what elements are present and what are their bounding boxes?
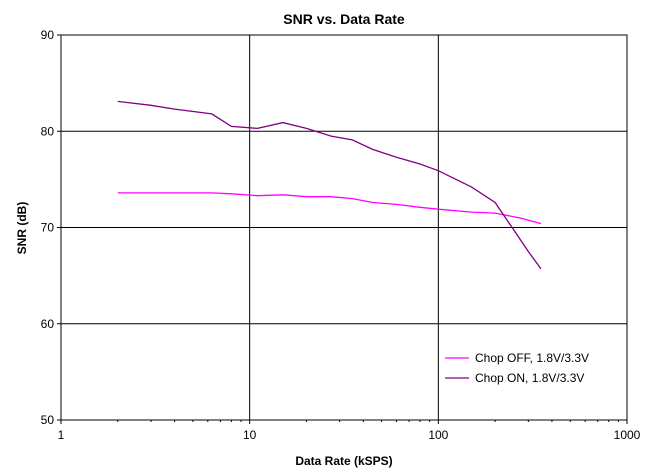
y-axis-label: SNR (dB) — [15, 202, 29, 255]
series-line-chop-on — [117, 100, 542, 270]
legend-label: Chop OFF, 1.8V/3.3V — [475, 351, 589, 365]
grid-lines — [57, 34, 628, 424]
y-tick-label: 90 — [41, 28, 55, 42]
x-tick-label: 1000 — [614, 428, 641, 442]
legend-label: Chop ON, 1.8V/3.3V — [475, 371, 584, 385]
x-axis-label: Data Rate (kSPS) — [295, 454, 392, 468]
chart-title: SNR vs. Data Rate — [283, 11, 405, 27]
x-tick-label: 1 — [58, 428, 65, 442]
y-tick-label: 80 — [41, 124, 55, 138]
series-lines — [117, 100, 542, 270]
x-tick-label: 100 — [428, 428, 448, 442]
series-line-chop-off — [117, 192, 542, 225]
y-tick-label: 60 — [41, 317, 55, 331]
x-tick-label: 10 — [243, 428, 257, 442]
tick-labels: 50 60 70 80 90 1 10 100 1000 — [41, 28, 641, 442]
y-tick-label: 50 — [41, 413, 55, 427]
y-tick-label: 70 — [41, 221, 55, 235]
legend: Chop OFF, 1.8V/3.3V Chop ON, 1.8V/3.3V — [445, 351, 589, 385]
